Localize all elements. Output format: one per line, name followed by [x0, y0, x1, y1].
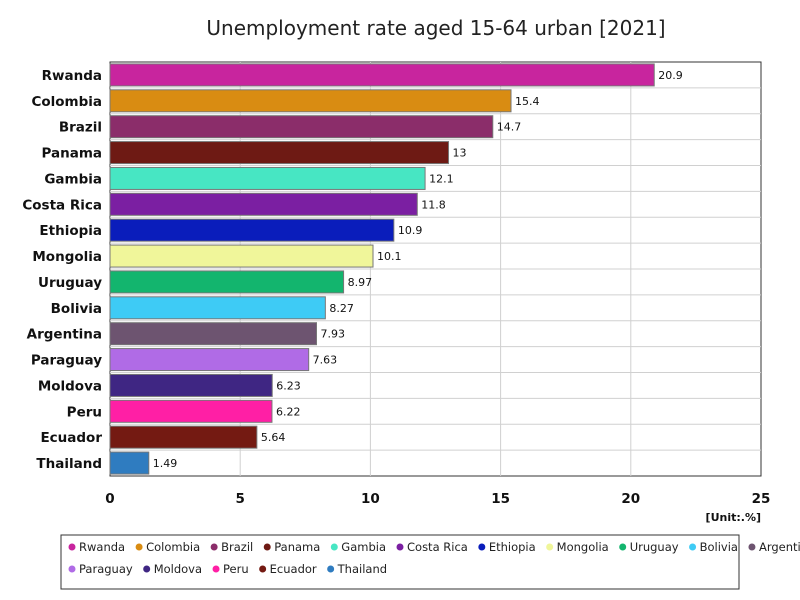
legend-label: Peru	[223, 562, 249, 576]
bar-argentina	[109, 322, 317, 346]
x-tick-label: 25	[752, 491, 771, 507]
bar-panama	[109, 141, 450, 165]
category-label: Ecuador	[40, 430, 102, 446]
legend-marker	[212, 565, 220, 573]
legend-marker	[259, 565, 267, 573]
bar-colombia	[109, 89, 512, 113]
bar-uruguay	[109, 270, 345, 294]
value-label: 8.97	[348, 276, 373, 289]
legend-marker	[330, 543, 338, 551]
legend-label: Ecuador	[270, 562, 317, 576]
value-label: 8.27	[329, 302, 354, 315]
value-label: 12.1	[429, 172, 454, 185]
legend-marker	[478, 543, 486, 551]
x-tick-label: 10	[361, 491, 380, 507]
legend-marker	[263, 543, 271, 551]
category-label: Moldova	[38, 378, 102, 394]
value-label: 5.64	[261, 431, 286, 444]
legend-marker	[327, 565, 335, 573]
category-label: Panama	[41, 146, 102, 162]
value-label: 13	[453, 147, 467, 160]
bar-gambia	[109, 166, 426, 190]
x-tick-label: 15	[491, 491, 510, 507]
legend-label: Gambia	[341, 540, 386, 554]
x-tick-label: 0	[105, 491, 114, 507]
legend-label: Ethiopia	[489, 540, 536, 554]
legend-label: Mongolia	[557, 540, 609, 554]
category-label: Paraguay	[31, 353, 102, 369]
x-tick-label: 20	[621, 491, 640, 507]
bar-costa-rica	[109, 192, 418, 216]
bar-mongolia	[109, 244, 374, 268]
unit-label: [Unit:.%]	[706, 511, 761, 524]
value-label: 10.1	[377, 250, 402, 263]
category-label: Uruguay	[38, 275, 102, 291]
legend-marker	[135, 543, 143, 551]
bar-ethiopia	[109, 218, 395, 242]
bar-thailand	[109, 451, 150, 475]
bar-moldova	[109, 373, 273, 397]
value-label: 7.93	[320, 328, 345, 341]
category-label: Mongolia	[32, 249, 102, 265]
value-label: 6.23	[276, 379, 301, 392]
category-label: Costa Rica	[22, 197, 102, 213]
value-label: 14.7	[497, 121, 521, 134]
bar-rwanda	[109, 63, 655, 87]
category-label: Ethiopia	[39, 223, 102, 239]
value-label: 20.9	[658, 69, 683, 82]
legend-label: Brazil	[221, 540, 253, 554]
category-label: Peru	[67, 404, 102, 420]
legend-label: Uruguay	[630, 540, 679, 554]
legend-marker	[546, 543, 554, 551]
value-label: 11.8	[421, 198, 446, 211]
value-label: 10.9	[398, 224, 423, 237]
legend-label: Costa Rica	[407, 540, 468, 554]
value-label: 6.22	[276, 405, 301, 418]
category-label: Rwanda	[42, 68, 102, 84]
category-label: Thailand	[36, 456, 102, 472]
legend-marker	[68, 565, 76, 573]
legend-marker	[748, 543, 756, 551]
legend-label: Rwanda	[79, 540, 125, 554]
bar-bolivia	[109, 296, 326, 320]
legend-label: Argentina	[759, 540, 800, 554]
x-axis: 0 5 10 15 20 25	[105, 491, 770, 507]
legend-label: Panama	[274, 540, 320, 554]
legend-marker	[143, 565, 151, 573]
legend-label: Colombia	[146, 540, 200, 554]
x-tick-label: 5	[235, 491, 244, 507]
legend-label: Moldova	[154, 562, 202, 576]
legend-marker	[396, 543, 404, 551]
legend-label: Thailand	[337, 562, 387, 576]
chart-title: Unemployment rate aged 15-64 urban [2021…	[206, 16, 665, 40]
category-label: Colombia	[31, 94, 102, 110]
bar-paraguay	[109, 348, 310, 372]
value-label: 15.4	[515, 95, 540, 108]
category-label: Brazil	[59, 120, 102, 136]
legend-marker	[619, 543, 627, 551]
value-label: 7.63	[313, 354, 338, 367]
category-label: Bolivia	[51, 301, 102, 317]
legend-marker	[210, 543, 218, 551]
category-label: Argentina	[27, 327, 102, 343]
bar-brazil	[109, 115, 494, 139]
legend-marker	[689, 543, 697, 551]
legend-marker	[68, 543, 76, 551]
category-label: Gambia	[44, 171, 102, 187]
value-label: 1.49	[153, 457, 178, 470]
legend-label: Paraguay	[79, 562, 133, 576]
bar-peru	[109, 399, 273, 423]
legend-label: Bolivia	[700, 540, 738, 554]
bar-ecuador	[109, 425, 258, 449]
legend: Rwanda Colombia Brazil Panama Gambia Costa Ri…	[68, 540, 800, 576]
bars: Rwanda 20.9 Colombia 15.4 Brazil 14.7 Panama 13…	[22, 63, 683, 475]
